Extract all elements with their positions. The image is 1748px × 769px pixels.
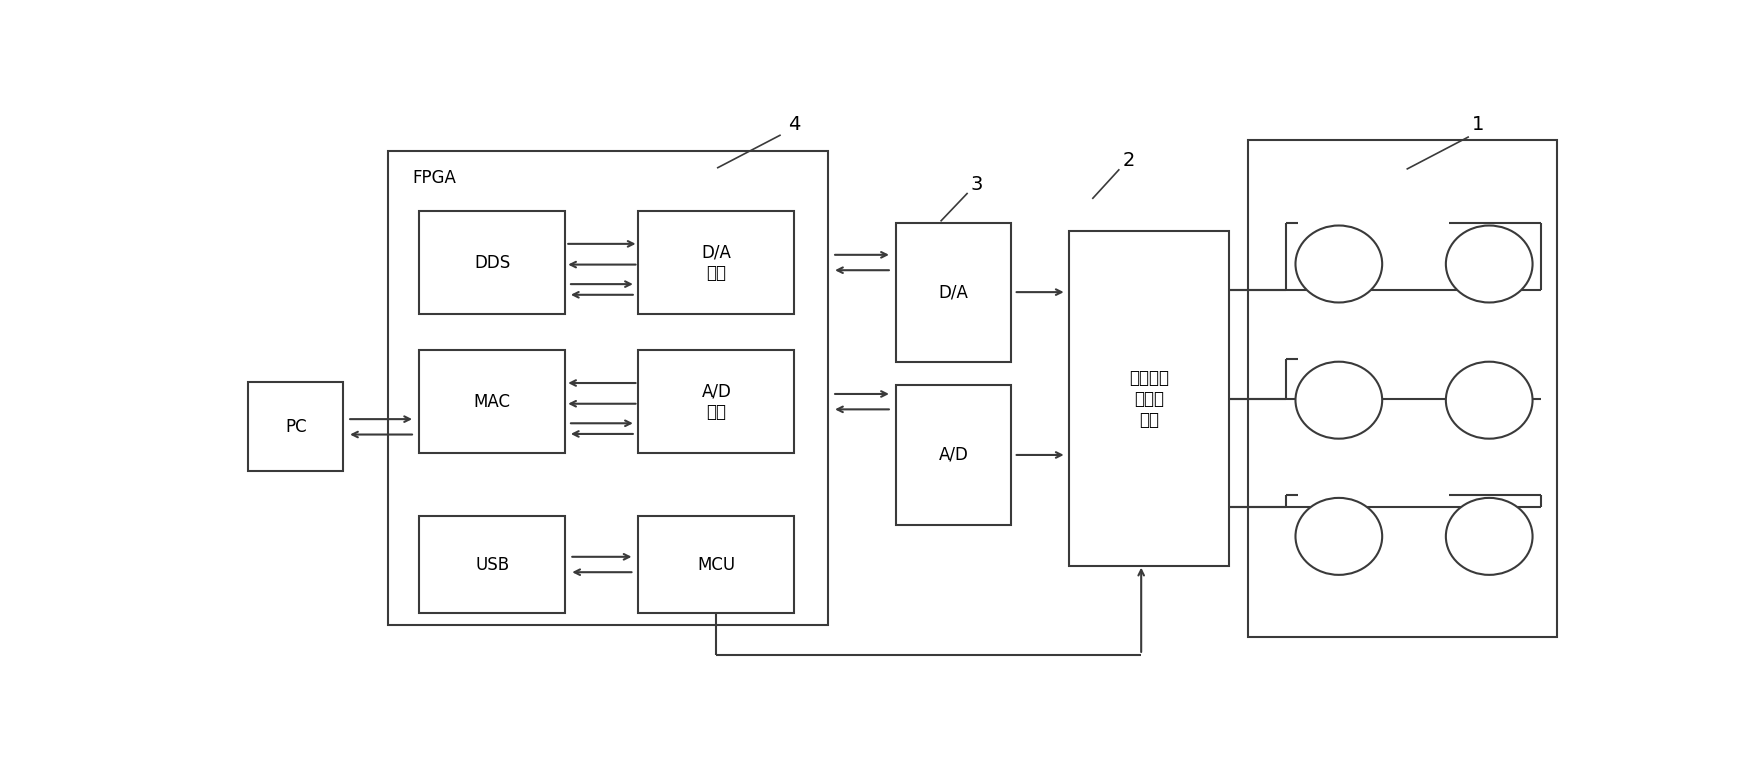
Bar xyxy=(638,516,794,614)
Text: FPGA: FPGA xyxy=(413,169,456,188)
Bar xyxy=(420,350,565,454)
Text: MAC: MAC xyxy=(474,393,510,411)
Bar xyxy=(248,382,343,471)
Bar xyxy=(1070,231,1229,566)
Ellipse shape xyxy=(1446,361,1533,438)
Bar xyxy=(420,516,565,614)
Bar xyxy=(420,211,565,315)
Bar xyxy=(638,211,794,315)
Ellipse shape xyxy=(1446,225,1533,302)
Text: 4: 4 xyxy=(788,115,801,135)
Bar xyxy=(388,151,829,625)
Text: A/D
接口: A/D 接口 xyxy=(701,382,731,421)
Text: 功率放大
及调理
电路: 功率放大 及调理 电路 xyxy=(1129,369,1169,428)
Text: 2: 2 xyxy=(1122,151,1134,170)
Text: D/A: D/A xyxy=(939,283,968,301)
Text: 3: 3 xyxy=(970,175,984,194)
Text: PC: PC xyxy=(285,418,306,436)
Ellipse shape xyxy=(1295,361,1383,438)
Text: A/D: A/D xyxy=(939,446,968,464)
Ellipse shape xyxy=(1446,498,1533,575)
Bar xyxy=(1248,140,1557,637)
Text: USB: USB xyxy=(475,555,509,574)
Text: MCU: MCU xyxy=(697,555,736,574)
Ellipse shape xyxy=(1295,225,1383,302)
Text: DDS: DDS xyxy=(474,254,510,271)
Bar xyxy=(638,350,794,454)
Text: D/A
接口: D/A 接口 xyxy=(701,243,731,282)
Text: 1: 1 xyxy=(1472,115,1484,135)
Bar xyxy=(897,385,1010,524)
Ellipse shape xyxy=(1295,498,1383,575)
Bar xyxy=(897,222,1010,361)
